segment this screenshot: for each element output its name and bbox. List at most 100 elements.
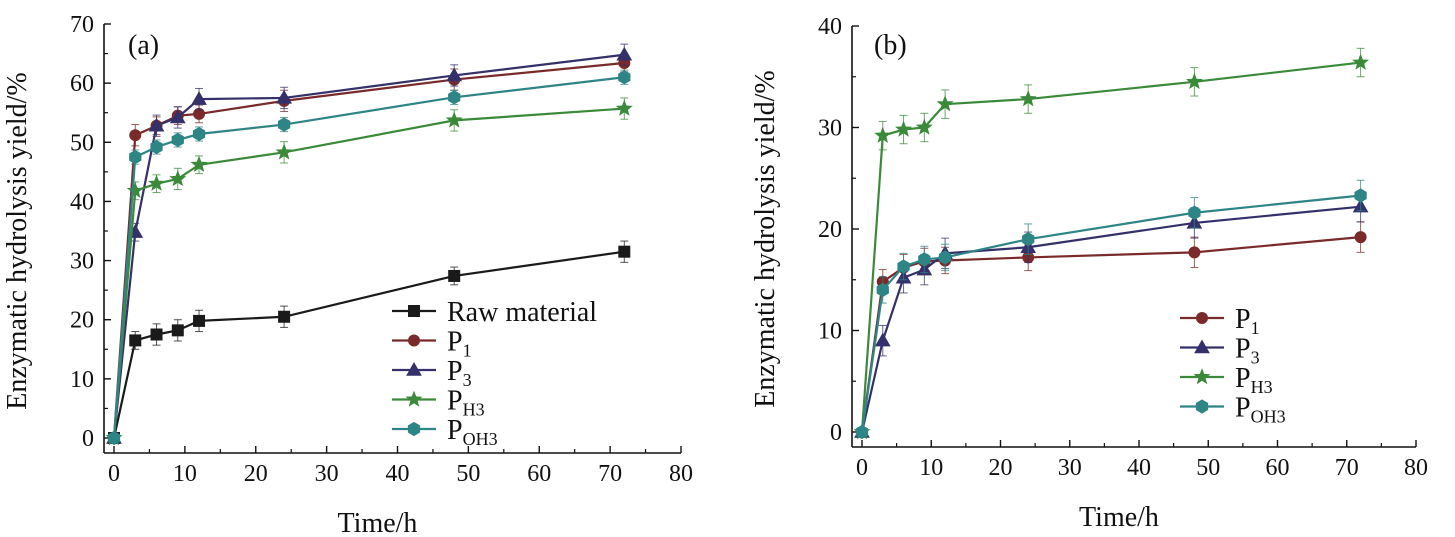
data-point: [1188, 246, 1201, 259]
legend-label-main: P: [447, 327, 463, 358]
series-line: [112, 61, 625, 439]
legend-marker: [1193, 368, 1211, 385]
legend-label-main: P: [447, 356, 463, 387]
data-point: [936, 95, 954, 112]
panel-b: 0 10 20 30 40 50 60 70 80 0 10 20 30 40 Time/h Enzymati…: [750, 14, 1428, 533]
data-point: [169, 170, 187, 187]
data-point: [169, 109, 186, 124]
y-axis-title: Enzymatic hydrolysis yield/%: [2, 72, 33, 410]
data-point: [191, 91, 207, 105]
legend-marker: [408, 305, 420, 317]
series-p1: [856, 221, 1367, 438]
series-line: [860, 61, 1361, 433]
x-tick-label: 60: [1266, 455, 1290, 481]
data-point: [190, 155, 208, 172]
legend-label-subscript: OH3: [1251, 407, 1286, 427]
data-point: [1354, 188, 1367, 203]
data-point: [446, 67, 463, 82]
legend-label: P1: [1235, 304, 1260, 338]
x-tick-label: 20: [989, 455, 1013, 481]
data-point: [618, 245, 631, 258]
data-point: [278, 310, 291, 323]
legend-label-main: P: [1235, 363, 1251, 394]
legend-label-main: P: [1235, 393, 1251, 424]
legend-label-main: P: [1235, 304, 1251, 335]
y-tick-label: 60: [70, 71, 94, 97]
series-line: [112, 107, 625, 439]
series-line: [112, 53, 625, 439]
data-point: [107, 430, 121, 446]
x-tick-label: 50: [1196, 455, 1220, 481]
data-point: [918, 252, 931, 267]
y-tick-label: 20: [818, 217, 842, 243]
data-point: [276, 89, 292, 104]
data-point: [129, 149, 142, 165]
x-tick-label: 40: [386, 461, 410, 487]
y-tick-label: 40: [818, 14, 842, 40]
data-point: [938, 250, 952, 265]
legend-label-main: P: [447, 386, 463, 417]
data-point: [150, 328, 163, 341]
data-point: [192, 126, 206, 142]
series-line: [860, 236, 1361, 433]
legend-label: P3: [447, 356, 472, 390]
legend-label: P1: [447, 327, 472, 361]
series-poh3: [855, 179, 1367, 440]
data-point: [1352, 53, 1370, 70]
panel-label: (b): [874, 30, 907, 61]
legend-marker: [405, 390, 423, 407]
y-tick-label: 70: [70, 12, 94, 38]
data-point: [895, 120, 913, 137]
legend-label: P3: [1235, 334, 1260, 368]
data-point: [915, 118, 933, 135]
legend-marker: [1195, 399, 1209, 414]
legend-label-subscript: OH3: [463, 429, 498, 449]
y-tick-label: 30: [818, 116, 842, 142]
data-point: [171, 132, 184, 147]
x-tick-label: 20: [244, 461, 268, 487]
data-point: [615, 99, 633, 116]
data-point: [1019, 90, 1037, 107]
data-point: [616, 46, 633, 61]
legend-label-main: P: [1235, 334, 1251, 365]
legend-marker: [1196, 312, 1208, 324]
legend-label-subscript: H3: [463, 400, 485, 420]
x-tick-label: 60: [527, 461, 551, 487]
series-ph3: [853, 47, 1370, 440]
legend-label-subscript: 3: [1251, 348, 1260, 368]
data-point: [277, 117, 291, 132]
data-point: [448, 90, 461, 105]
data-point: [618, 70, 631, 85]
x-tick-label: 10: [919, 455, 943, 481]
panel-a: 0 10 20 30 40 50 60 70 80 0 10 20 30 40 50 60 70 Time/h En…: [2, 12, 693, 537]
legend-label-main: Raw material: [447, 297, 597, 328]
data-point: [148, 117, 165, 132]
data-point: [874, 126, 892, 143]
legend-marker: [408, 334, 420, 347]
legend-label: POH3: [447, 415, 498, 449]
data-point: [150, 139, 163, 155]
legend-label: PH3: [1235, 363, 1273, 397]
data-point: [855, 424, 869, 440]
data-point: [129, 334, 142, 347]
x-tick-label: 0: [108, 461, 120, 487]
legend-label-subscript: H3: [1251, 377, 1273, 397]
series-raw-material: [108, 240, 631, 444]
panel-label: (a): [128, 30, 159, 61]
data-point: [275, 143, 293, 160]
data-point: [874, 332, 891, 347]
legend-label: POH3: [1235, 393, 1286, 427]
data-point: [171, 324, 184, 337]
data-point: [129, 129, 142, 142]
legend-label-subscript: 1: [1251, 318, 1260, 338]
y-tick-label: 30: [70, 249, 94, 275]
y-tick-label: 10: [818, 319, 842, 345]
legend-label-subscript: 1: [463, 341, 472, 361]
legend-marker: [1194, 339, 1210, 354]
data-point: [876, 282, 889, 297]
x-tick-label: 10: [173, 461, 197, 487]
series-line: [112, 76, 625, 439]
